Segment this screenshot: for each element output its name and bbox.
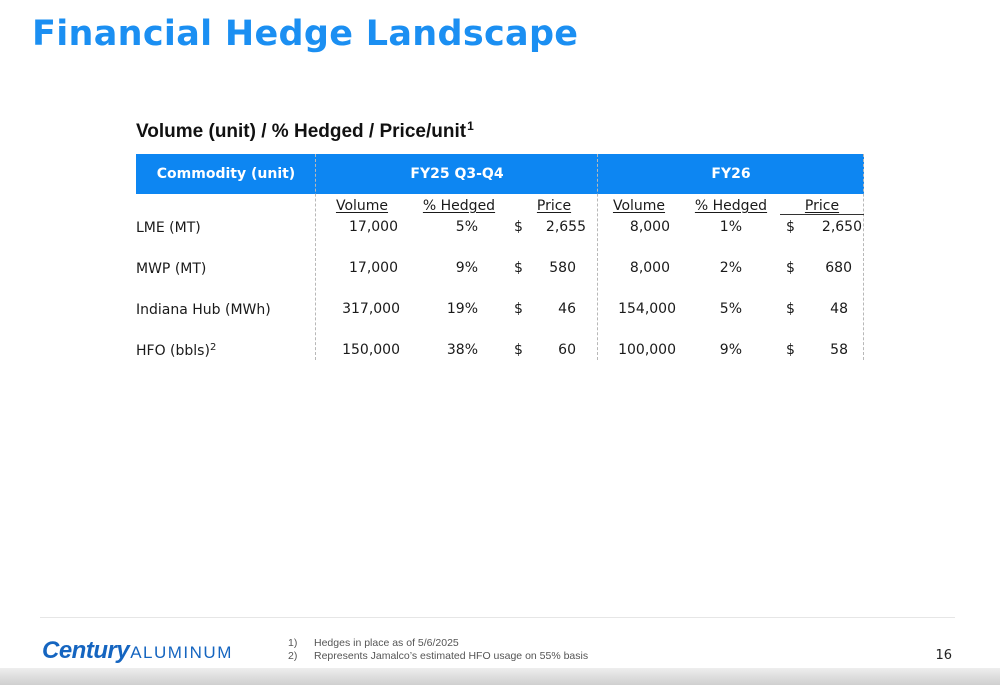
footnotes: 1) Hedges in place as of 5/6/2025 2) Repre… (288, 637, 588, 663)
cell-price: 60 (558, 342, 576, 358)
cell-currency: $ (514, 301, 523, 317)
cell-hedged: 38% (446, 342, 478, 358)
footnote-text: Hedges in place as of 5/6/2025 (314, 637, 459, 649)
subheader-hedged: % Hedged (694, 198, 768, 214)
column-divider (315, 154, 316, 360)
row-label: HFO (bbls)2 (136, 342, 216, 359)
footnote-number: 2) (288, 650, 298, 662)
cell-volume: 8,000 (629, 260, 670, 276)
cell-currency: $ (514, 219, 523, 235)
table-caption: Volume (unit) / % Hedged / Price/unit1 (136, 119, 474, 143)
cell-hedged: 2% (719, 260, 742, 276)
cell-volume: 17,000 (349, 219, 398, 235)
page-number: 16 (935, 648, 952, 663)
cell-volume: 150,000 (342, 342, 400, 358)
row-label: LME (MT) (136, 219, 201, 236)
table-caption-text: Volume (unit) / % Hedged / Price/unit (136, 121, 467, 142)
caption-footnote-marker: 1 (467, 119, 474, 133)
footer-divider (40, 617, 955, 618)
row-label-text: HFO (bbls) (136, 343, 210, 359)
subheader-volume: Volume (612, 198, 666, 214)
header-fy25: FY25 Q3-Q4 (410, 166, 504, 182)
cell-currency: $ (514, 260, 523, 276)
subheader-price: Price (804, 198, 840, 214)
subheader-price: Price (536, 198, 572, 214)
price-underline (780, 214, 864, 215)
subheader-hedged: % Hedged (422, 198, 496, 214)
row-label-text: LME (MT) (136, 220, 201, 236)
cell-volume: 8,000 (629, 219, 670, 235)
bottom-bar (0, 668, 1000, 685)
header-fy26: FY26 (711, 166, 751, 182)
cell-currency: $ (514, 342, 523, 358)
footnote: 1) Hedges in place as of 5/6/2025 (288, 637, 588, 650)
page-title: Financial Hedge Landscape (32, 14, 579, 54)
row-label-text: MWP (MT) (136, 261, 207, 277)
subheader-volume: Volume (335, 198, 389, 214)
cell-hedged: 5% (455, 219, 478, 235)
company-logo: CenturyALUMINUM (42, 637, 233, 665)
cell-currency: $ (786, 301, 795, 317)
logo-wordmark-bold: Century (42, 637, 130, 664)
logo-wordmark-light: ALUMINUM (130, 643, 233, 662)
cell-volume: 317,000 (342, 301, 400, 317)
cell-price: 48 (830, 301, 848, 317)
row-footnote-marker: 2 (209, 342, 217, 353)
row-label: MWP (MT) (136, 260, 206, 277)
cell-volume: 100,000 (618, 342, 676, 358)
table-header-band (136, 154, 864, 194)
cell-price: 580 (549, 260, 576, 276)
cell-currency: $ (786, 219, 795, 235)
cell-hedged: 9% (455, 260, 478, 276)
column-divider (597, 154, 598, 360)
footnote-text: Represents Jamalco’s estimated HFO usage… (314, 650, 589, 662)
row-label-text: Indiana Hub (MWh) (136, 302, 271, 318)
cell-hedged: 1% (719, 219, 742, 235)
cell-hedged: 19% (446, 301, 478, 317)
cell-price: 2,650 (821, 219, 862, 235)
cell-currency: $ (786, 342, 795, 358)
cell-currency: $ (786, 260, 795, 276)
header-commodity: Commodity (unit) (156, 166, 296, 182)
row-label: Indiana Hub (MWh) (136, 301, 271, 318)
cell-volume: 154,000 (618, 301, 676, 317)
footnote-number: 1) (288, 637, 298, 649)
cell-price: 680 (825, 260, 852, 276)
cell-hedged: 5% (719, 301, 742, 317)
cell-price: 58 (830, 342, 848, 358)
column-divider (863, 154, 864, 360)
cell-price: 2,655 (545, 219, 586, 235)
cell-volume: 17,000 (349, 260, 398, 276)
cell-hedged: 9% (719, 342, 742, 358)
footnote: 2) Represents Jamalco’s estimated HFO usa… (288, 650, 588, 663)
cell-price: 46 (558, 301, 576, 317)
